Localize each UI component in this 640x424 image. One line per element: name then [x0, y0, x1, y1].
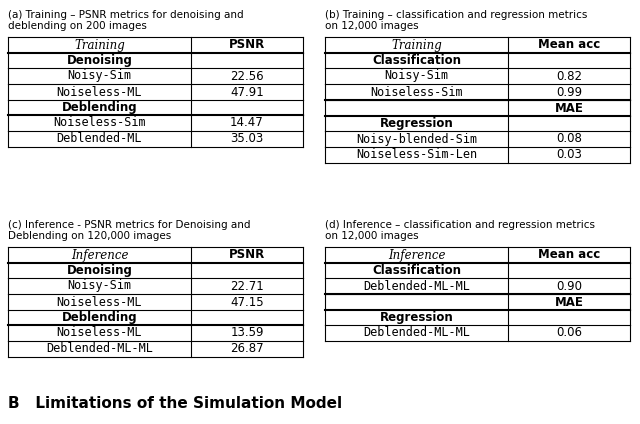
Text: Noisy-Sim: Noisy-Sim — [67, 70, 131, 83]
Text: (c) Inference - PSNR metrics for Denoising and: (c) Inference - PSNR metrics for Denoisi… — [8, 220, 250, 230]
Text: Mean acc: Mean acc — [538, 248, 600, 262]
Text: deblending on 200 images: deblending on 200 images — [8, 21, 147, 31]
Text: Noiseless-Sim: Noiseless-Sim — [370, 86, 463, 98]
Text: 47.15: 47.15 — [230, 296, 264, 309]
Text: 22.56: 22.56 — [230, 70, 264, 83]
Text: Deblending on 120,000 images: Deblending on 120,000 images — [8, 231, 172, 241]
Text: Noiseless-ML: Noiseless-ML — [57, 86, 142, 98]
Text: Deblended-ML-ML: Deblended-ML-ML — [46, 343, 153, 355]
Text: Noiseless-Sim: Noiseless-Sim — [53, 117, 146, 129]
Text: 47.91: 47.91 — [230, 86, 264, 98]
Text: on 12,000 images: on 12,000 images — [325, 231, 419, 241]
Text: 13.59: 13.59 — [230, 326, 264, 340]
Text: 0.99: 0.99 — [556, 86, 582, 98]
Text: 0.90: 0.90 — [556, 279, 582, 293]
Text: 14.47: 14.47 — [230, 117, 264, 129]
Text: 26.87: 26.87 — [230, 343, 264, 355]
Text: PSNR: PSNR — [229, 39, 265, 51]
Text: Training: Training — [74, 39, 125, 51]
Text: Inference: Inference — [70, 248, 128, 262]
Text: 35.03: 35.03 — [230, 132, 264, 145]
Text: Deblended-ML-ML: Deblended-ML-ML — [363, 326, 470, 340]
Text: 0.08: 0.08 — [556, 132, 582, 145]
Text: Regression: Regression — [380, 117, 453, 130]
Text: Mean acc: Mean acc — [538, 39, 600, 51]
Text: PSNR: PSNR — [229, 248, 265, 262]
Text: Training: Training — [391, 39, 442, 51]
Text: Inference: Inference — [388, 248, 445, 262]
Text: Deblending: Deblending — [61, 311, 137, 324]
Text: 0.82: 0.82 — [556, 70, 582, 83]
Text: (d) Inference – classification and regression metrics: (d) Inference – classification and regre… — [325, 220, 595, 230]
Text: Deblending: Deblending — [61, 101, 137, 114]
Text: Classification: Classification — [372, 54, 461, 67]
Text: 0.03: 0.03 — [556, 148, 582, 162]
Text: Noisy-Sim: Noisy-Sim — [385, 70, 449, 83]
Text: Noiseless-ML: Noiseless-ML — [57, 296, 142, 309]
Text: 0.06: 0.06 — [556, 326, 582, 340]
Text: B   Limitations of the Simulation Model: B Limitations of the Simulation Model — [8, 396, 342, 411]
Text: Noisy-Sim: Noisy-Sim — [67, 279, 131, 293]
Text: MAE: MAE — [555, 101, 584, 114]
Text: Noiseless-ML: Noiseless-ML — [57, 326, 142, 340]
Text: Regression: Regression — [380, 311, 453, 324]
Text: 22.71: 22.71 — [230, 279, 264, 293]
Text: Deblended-ML: Deblended-ML — [57, 132, 142, 145]
Text: (a) Training – PSNR metrics for denoising and: (a) Training – PSNR metrics for denoisin… — [8, 10, 244, 20]
Text: Classification: Classification — [372, 264, 461, 277]
Text: MAE: MAE — [555, 296, 584, 309]
Text: Noisy-blended-Sim: Noisy-blended-Sim — [356, 132, 477, 145]
Text: Deblended-ML-ML: Deblended-ML-ML — [363, 279, 470, 293]
Text: Denoising: Denoising — [67, 54, 132, 67]
Text: on 12,000 images: on 12,000 images — [325, 21, 419, 31]
Text: Noiseless-Sim-Len: Noiseless-Sim-Len — [356, 148, 477, 162]
Text: Denoising: Denoising — [67, 264, 132, 277]
Text: (b) Training – classification and regression metrics: (b) Training – classification and regres… — [325, 10, 588, 20]
